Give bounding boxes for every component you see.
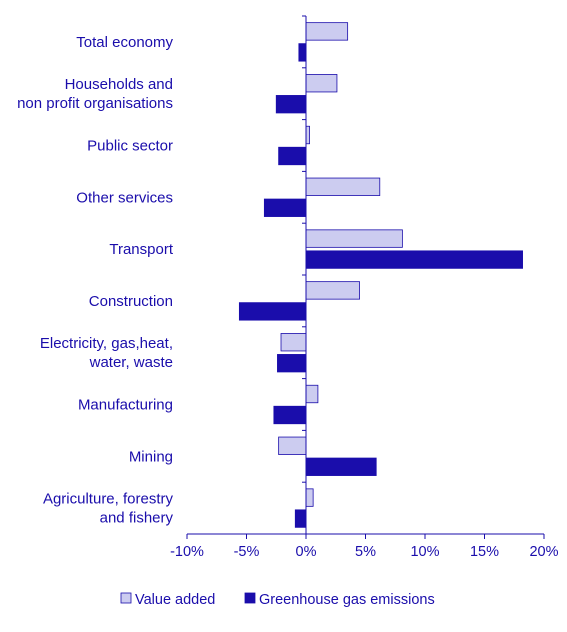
x-tick-label: -5% bbox=[234, 544, 260, 560]
x-tick-label: 15% bbox=[470, 544, 499, 560]
category-label-line: Construction bbox=[89, 293, 173, 310]
category-label: Total economy bbox=[76, 34, 173, 51]
bar-ghg-emissions bbox=[298, 43, 307, 62]
category-label-line: Agriculture, forestry bbox=[43, 491, 174, 508]
category-label: Public sector bbox=[87, 138, 173, 155]
legend-label-value-added: Value added bbox=[135, 592, 215, 608]
bar-ghg-emissions bbox=[238, 302, 307, 321]
category-label-line: Transport bbox=[109, 241, 173, 258]
bar-value-added bbox=[305, 74, 338, 93]
bar-value-added bbox=[278, 436, 307, 455]
category-label-line: Total economy bbox=[76, 34, 173, 51]
bar-ghg-emissions bbox=[273, 405, 307, 425]
category-label-line: Mining bbox=[129, 448, 173, 465]
category-label: Households and non profit organisations bbox=[17, 76, 173, 112]
category-label-line: Public sector bbox=[87, 138, 173, 155]
legend-label-ghg-emissions: Greenhouse gas emissions bbox=[259, 592, 435, 608]
x-tick-label: 0% bbox=[296, 544, 317, 560]
bar-ghg-emissions bbox=[275, 95, 307, 114]
category-label: Electricity, gas,heat, water, waste bbox=[40, 335, 173, 371]
legend-swatch-ghg-emissions bbox=[244, 592, 256, 604]
category-label-line: water, waste bbox=[89, 354, 173, 371]
category-labels: Total economy Households and non profit or… bbox=[17, 34, 174, 527]
bar-ghg-emissions bbox=[263, 198, 307, 217]
category-label: Manufacturing bbox=[78, 397, 173, 414]
bar-value-added bbox=[305, 488, 314, 507]
category-label: Mining bbox=[129, 448, 173, 465]
category-label-line: and fishery bbox=[100, 510, 174, 527]
bar-value-added bbox=[305, 22, 349, 41]
category-label: Construction bbox=[89, 293, 173, 310]
bar-value-added bbox=[305, 229, 403, 248]
bars-layer bbox=[238, 22, 523, 528]
category-label: Transport bbox=[109, 241, 173, 258]
category-label-line: Manufacturing bbox=[78, 397, 173, 414]
bar-value-added bbox=[305, 125, 310, 145]
bar-ghg-emissions bbox=[294, 509, 307, 528]
bar-value-added bbox=[280, 333, 307, 352]
category-label: Other services bbox=[76, 189, 173, 206]
bar-value-added bbox=[305, 281, 360, 300]
bar-ghg-emissions bbox=[305, 250, 523, 269]
category-label-line: Other services bbox=[76, 189, 173, 206]
category-label-line: Electricity, gas,heat, bbox=[40, 335, 173, 352]
x-tick-label: 5% bbox=[355, 544, 376, 560]
legend: Value added Greenhouse gas emissions bbox=[120, 592, 435, 608]
bar-value-added bbox=[305, 384, 319, 404]
x-tick-labels: -10% -5% 0% 5% 10% 15% 20% bbox=[170, 544, 559, 560]
category-label-line: non profit organisations bbox=[17, 95, 173, 112]
bar-value-added bbox=[305, 177, 381, 196]
legend-swatch-value-added bbox=[120, 592, 132, 604]
category-label-line: Households and bbox=[65, 76, 173, 93]
x-tick-label: -10% bbox=[170, 544, 204, 560]
bar-ghg-emissions bbox=[278, 146, 307, 166]
x-tick-label: 20% bbox=[529, 544, 558, 560]
x-tick-label: 10% bbox=[410, 544, 439, 560]
axes-layer bbox=[186, 15, 545, 539]
category-label: Agriculture, forestry and fishery bbox=[43, 491, 174, 527]
bar-ghg-emissions bbox=[277, 354, 307, 373]
bar-ghg-emissions bbox=[305, 457, 377, 476]
